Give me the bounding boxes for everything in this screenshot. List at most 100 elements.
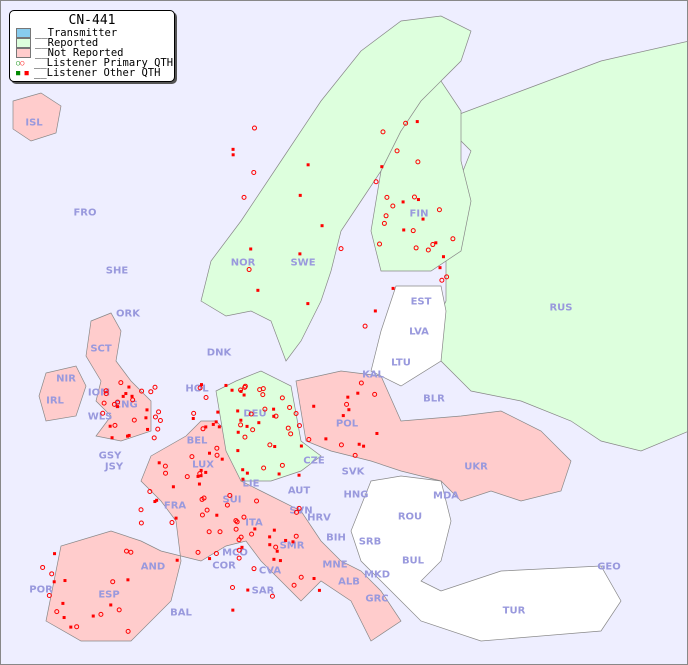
listener-primary-qth-marker — [74, 624, 80, 630]
transmitter-swatch — [16, 28, 31, 38]
circle-marker-icon: ○○ — [16, 59, 25, 67]
listener-primary-qth-marker — [390, 203, 396, 209]
listener-primary-qth-marker — [155, 426, 161, 432]
listener-primary-qth-marker — [373, 179, 379, 185]
listener-other-qth-marker — [402, 228, 406, 232]
legend-item-transmitter: __Transmitter — [10, 28, 174, 38]
listener-other-qth-marker — [375, 431, 379, 435]
listener-other-qth-marker — [236, 430, 240, 434]
listener-other-qth-marker — [346, 395, 350, 399]
listener-primary-qth-marker — [430, 242, 436, 248]
listener-primary-qth-marker — [110, 579, 116, 585]
listener-other-qth-marker — [157, 461, 161, 465]
listener-primary-qth-marker — [242, 384, 248, 390]
listener-other-qth-marker — [241, 477, 245, 481]
country-label-sar: SAR — [251, 585, 275, 597]
listener-primary-qth-marker — [251, 566, 257, 572]
listener-other-qth-marker — [174, 516, 178, 520]
country-label-svk: SVK — [341, 466, 365, 478]
listener-primary-qth-marker — [138, 507, 144, 513]
listener-primary-qth-marker — [425, 247, 431, 253]
listener-primary-qth-marker — [384, 194, 390, 200]
listener-primary-qth-marker — [116, 607, 122, 613]
listener-primary-qth-marker — [233, 518, 239, 524]
listener-primary-qth-marker — [261, 465, 267, 471]
listener-primary-qth-marker — [413, 245, 419, 251]
country-label-isl: ISL — [25, 117, 43, 129]
listener-other-qth-marker — [126, 434, 130, 438]
listener-primary-qth-marker — [352, 452, 358, 458]
listener-other-qth-marker — [230, 388, 234, 392]
listener-primary-qth-marker — [248, 411, 254, 417]
listener-primary-qth-marker — [298, 574, 304, 580]
listener-primary-qth-marker — [125, 628, 131, 634]
listener-other-qth-marker — [272, 407, 276, 411]
listener-primary-qth-marker — [233, 526, 239, 532]
listener-other-qth-marker — [242, 393, 246, 397]
listener-other-qth-marker — [204, 425, 208, 429]
listener-primary-qth-marker — [152, 414, 158, 420]
region-poland-ukraine — [295, 370, 572, 502]
country-label-nor: NOR — [230, 257, 256, 269]
listener-other-qth-marker — [91, 614, 95, 618]
listener-primary-qth-marker — [236, 547, 242, 553]
listener-other-qth-marker — [191, 416, 195, 420]
listener-other-qth-marker — [320, 224, 324, 228]
listener-primary-qth-marker — [383, 213, 389, 219]
listener-other-qth-marker — [236, 409, 240, 413]
listener-primary-qth-marker — [410, 228, 416, 234]
listener-other-qth-marker — [434, 241, 438, 245]
listener-other-qth-marker — [216, 410, 220, 414]
listener-other-qth-marker — [299, 444, 303, 448]
listener-other-qth-marker — [108, 424, 112, 428]
country-label-ork: ORK — [116, 308, 140, 320]
listener-other-qth-marker — [401, 200, 405, 204]
listener-primary-qth-marker — [40, 564, 46, 570]
listener-other-qth-marker — [231, 153, 235, 157]
country-label-lux: LUX — [192, 459, 214, 471]
listener-other-qth-marker — [145, 408, 149, 412]
listener-primary-qth-marker — [156, 409, 162, 415]
listener-primary-qth-marker — [362, 323, 368, 329]
listener-other-qth-marker — [268, 535, 272, 539]
listener-primary-qth-marker — [296, 505, 302, 511]
listener-primary-qth-marker — [250, 427, 256, 433]
listener-primary-qth-marker — [251, 169, 257, 175]
region-finland — [370, 80, 472, 272]
listener-other-qth-marker — [52, 580, 56, 584]
listener-primary-qth-marker — [162, 463, 168, 469]
region-central-europe — [215, 370, 322, 482]
country-label-sct: SCT — [90, 343, 112, 355]
country-label-alb: ALB — [338, 576, 360, 588]
listener-primary-qth-marker — [111, 401, 117, 407]
listener-other-qth-marker — [211, 422, 215, 426]
listener-other-qth-marker — [245, 471, 249, 475]
listener-other-qth-marker — [146, 427, 150, 431]
listener-other-qth-marker — [256, 288, 260, 292]
listener-primary-qth-marker — [152, 384, 158, 390]
listener-other-qth-marker — [306, 302, 310, 306]
listener-other-qth-marker — [199, 383, 203, 387]
listener-primary-qth-marker — [439, 277, 445, 283]
listener-other-qth-marker — [224, 383, 228, 387]
listener-primary-qth-marker — [46, 593, 52, 599]
listener-other-qth-marker — [239, 389, 243, 393]
listener-other-qth-marker — [53, 552, 57, 556]
listener-other-qth-marker — [109, 603, 113, 607]
country-label-she: SHE — [105, 265, 129, 277]
listener-other-qth-marker — [272, 414, 276, 418]
listener-primary-qth-marker — [214, 452, 220, 458]
country-label-deu: DEU — [243, 408, 267, 420]
listener-other-qth-marker — [204, 470, 208, 474]
listener-primary-qth-marker — [411, 194, 417, 200]
listener-other-qth-marker — [347, 408, 351, 412]
listener-other-qth-marker — [278, 559, 282, 563]
listener-primary-qth-marker — [200, 426, 206, 432]
country-label-rus: RUS — [549, 302, 573, 314]
listener-other-qth-marker — [217, 425, 221, 429]
listener-primary-qth-marker — [204, 507, 210, 513]
listener-other-qth-marker — [391, 286, 395, 290]
listener-primary-qth-marker — [195, 549, 201, 555]
listener-other-qth-marker — [317, 588, 321, 592]
